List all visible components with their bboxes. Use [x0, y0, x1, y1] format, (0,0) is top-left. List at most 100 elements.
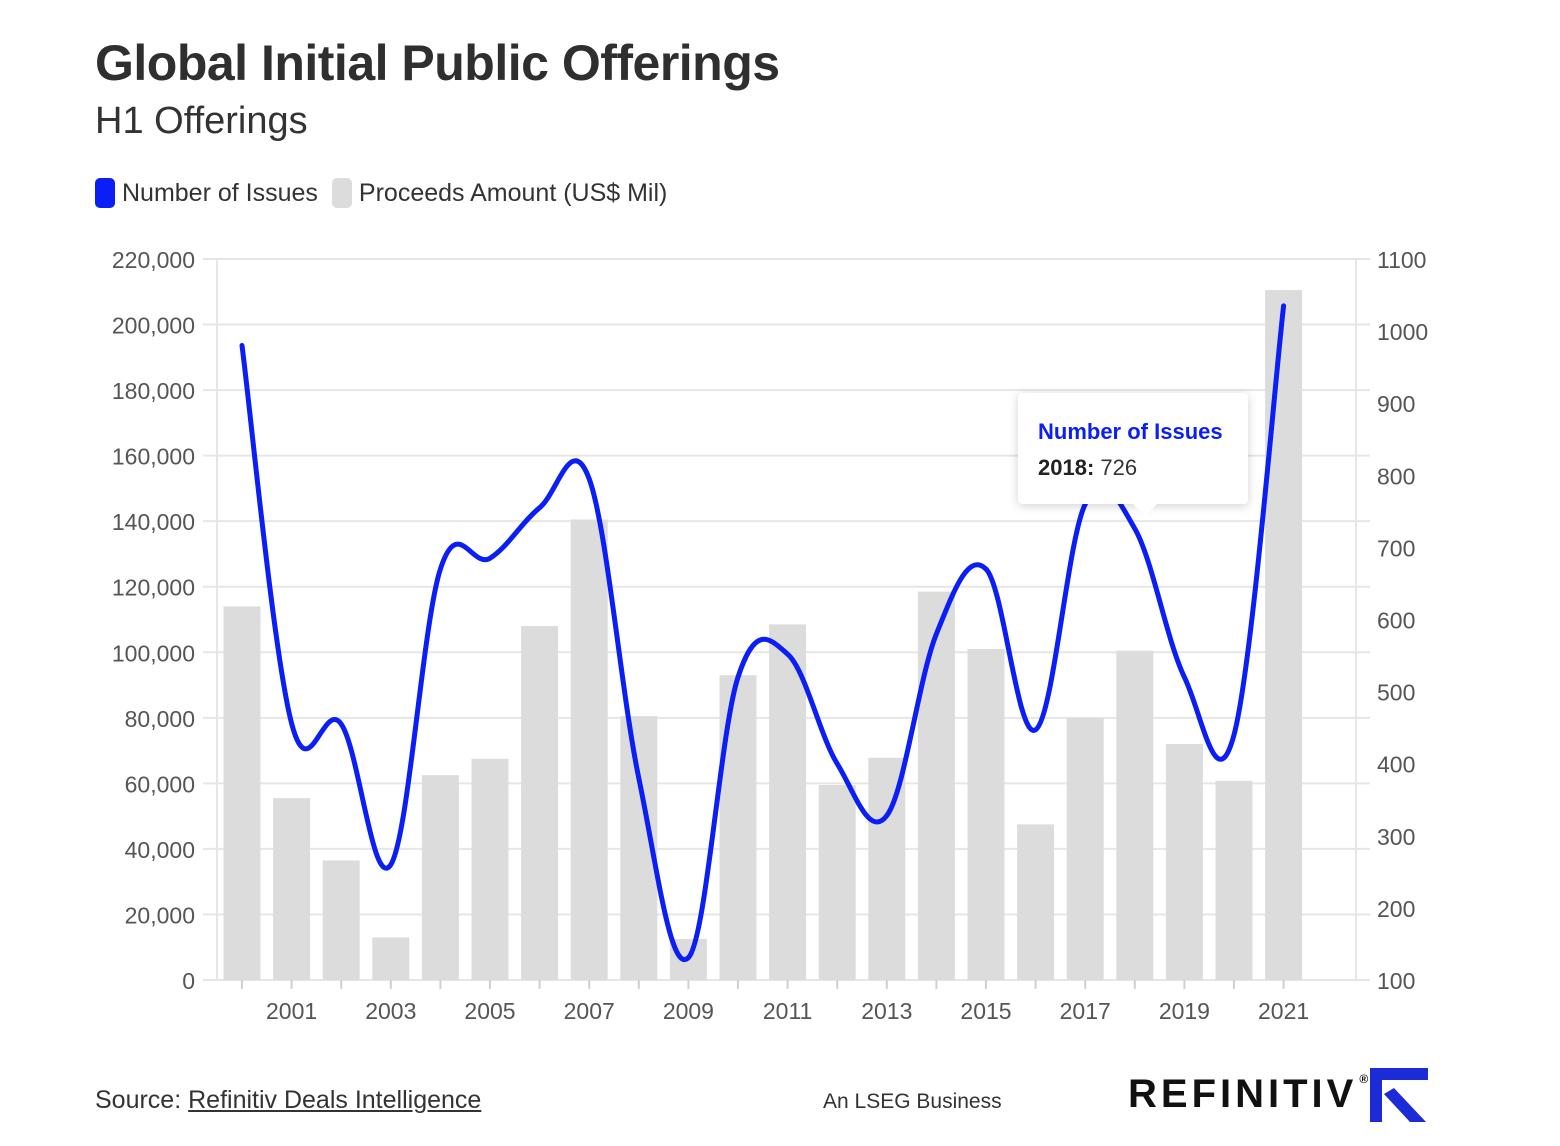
line-point: [390, 864, 392, 866]
bar: [917, 591, 955, 980]
y-left-tick-label: 0: [182, 968, 195, 994]
chart-title: Global Initial Public Offerings: [95, 35, 780, 91]
y-right-tick-label: 500: [1377, 680, 1415, 706]
y-right-tick-label: 300: [1377, 824, 1415, 850]
y-left-tick-label: 20,000: [125, 902, 195, 928]
y-left-tick-label: 180,000: [112, 378, 195, 404]
line-point: [1283, 305, 1285, 307]
bar: [521, 626, 559, 980]
bar: [1116, 650, 1154, 980]
bar: [1265, 290, 1303, 980]
y-left-tick-label: 60,000: [125, 771, 195, 797]
refinitiv-logo-text: REFINITIV: [1128, 1072, 1358, 1116]
line-point: [1183, 676, 1185, 678]
source-label: Source:: [95, 1086, 189, 1114]
line-point: [291, 722, 293, 724]
bar: [223, 606, 261, 980]
line-point: [241, 345, 243, 347]
y-left-tick-label: 40,000: [125, 837, 195, 863]
bar: [273, 798, 311, 980]
x-tick-label: 2003: [365, 998, 416, 1024]
line-point: [1233, 734, 1235, 736]
x-tick-label: 2011: [763, 998, 812, 1024]
legend-label-number-of-issues: Number of Issues: [122, 178, 318, 207]
y-left-tick-label: 160,000: [112, 444, 195, 470]
bar: [372, 937, 410, 980]
legend-label-proceeds-amount: Proceeds Amount (US$ Mil): [358, 178, 668, 207]
legend: Number of Issues Proceeds Amount (US$ Mi…: [95, 178, 681, 208]
x-tick-label: 2015: [960, 998, 1011, 1024]
bar: [818, 785, 856, 980]
x-tick-label: 2013: [861, 998, 912, 1024]
tooltip-value: 726: [1100, 455, 1138, 480]
y-right-tick-label: 1000: [1377, 319, 1428, 345]
x-tick-label: 2005: [464, 998, 515, 1024]
y-right-tick-label: 900: [1377, 391, 1415, 417]
line-point: [687, 957, 689, 959]
legend-item-proceeds-amount[interactable]: Proceeds Amount (US$ Mil): [331, 178, 668, 208]
legend-item-number-of-issues[interactable]: Number of Issues: [95, 178, 318, 208]
y-left-tick-label: 80,000: [125, 706, 195, 732]
legend-swatch-proceeds-amount: [331, 178, 352, 208]
bar: [1215, 780, 1253, 980]
bar: [570, 519, 608, 980]
refinitiv-logo: REFINITIV ®: [1128, 1072, 1368, 1117]
y-right-tick-label: 100: [1377, 968, 1415, 994]
bar: [322, 860, 360, 980]
y-left-tick-label: 220,000: [112, 247, 195, 273]
y-right-tick-label: 700: [1377, 535, 1415, 561]
line-point: [787, 653, 789, 655]
y-right-tick-label: 800: [1377, 463, 1415, 489]
registered-mark: ®: [1359, 1072, 1369, 1086]
source-link[interactable]: Refinitiv Deals Intelligence: [188, 1086, 482, 1114]
line-point: [439, 568, 441, 570]
x-tick-label: 2021: [1258, 998, 1309, 1024]
x-tick-label: 2009: [663, 998, 714, 1024]
bar: [1066, 717, 1104, 980]
line-series: [239, 303, 1287, 963]
line-point: [985, 568, 987, 570]
y-left-tick-label: 100,000: [112, 640, 195, 666]
line-point: [836, 763, 838, 765]
bar: [719, 675, 757, 980]
line-point: [539, 507, 541, 509]
y-right-tick-label: 200: [1377, 896, 1415, 922]
source-note: Source: Refinitiv Deals Intelligence: [95, 1086, 481, 1115]
x-tick-label: 2001: [266, 998, 317, 1024]
y-left-tick-label: 120,000: [112, 575, 195, 601]
line-point: [935, 633, 937, 635]
y-right-tick-label: 400: [1377, 752, 1415, 778]
axes: [216, 259, 1357, 989]
y-left-tick-label: 140,000: [112, 509, 195, 535]
line-point: [886, 815, 888, 817]
y-right-tick-label: 600: [1377, 608, 1415, 634]
lseg-tagline: An LSEG Business: [823, 1090, 1002, 1113]
x-tick-label: 2017: [1060, 998, 1111, 1024]
y-right-tick-label: 1100: [1377, 247, 1426, 273]
bar: [967, 648, 1005, 980]
line-point: [588, 478, 590, 480]
legend-swatch-number-of-issues: [95, 178, 115, 208]
tooltip: Number of Issues 2018: 726: [1018, 393, 1248, 516]
refinitiv-mark-icon: [1370, 1068, 1428, 1122]
line-point: [489, 557, 491, 559]
tick-labels: 0 20,000 40,000 60,000 80,000 100,000 120,000 1…: [112, 247, 1428, 1024]
chart-plot: 0 20,000 40,000 60,000 80,000 100,000 120,000 1…: [112, 247, 1428, 1024]
bar: [1165, 744, 1203, 980]
line-point: [340, 723, 342, 725]
tooltip-year: 2018:: [1038, 455, 1095, 480]
bar: [471, 758, 509, 980]
bar: [1017, 824, 1055, 980]
tooltip-title: Number of Issues: [1038, 419, 1223, 444]
bar: [868, 757, 906, 980]
bar: [421, 775, 459, 980]
tooltip-row: 2018: 726: [1038, 455, 1137, 481]
y-left-tick-label: 200,000: [112, 313, 195, 339]
line-point: [737, 676, 739, 678]
line-point: [1134, 528, 1136, 530]
line-point: [1035, 729, 1037, 731]
chart-subtitle: H1 Offerings: [95, 100, 308, 142]
x-tick-label: 2007: [564, 998, 615, 1024]
bar: [769, 624, 807, 980]
line-point: [638, 777, 640, 779]
